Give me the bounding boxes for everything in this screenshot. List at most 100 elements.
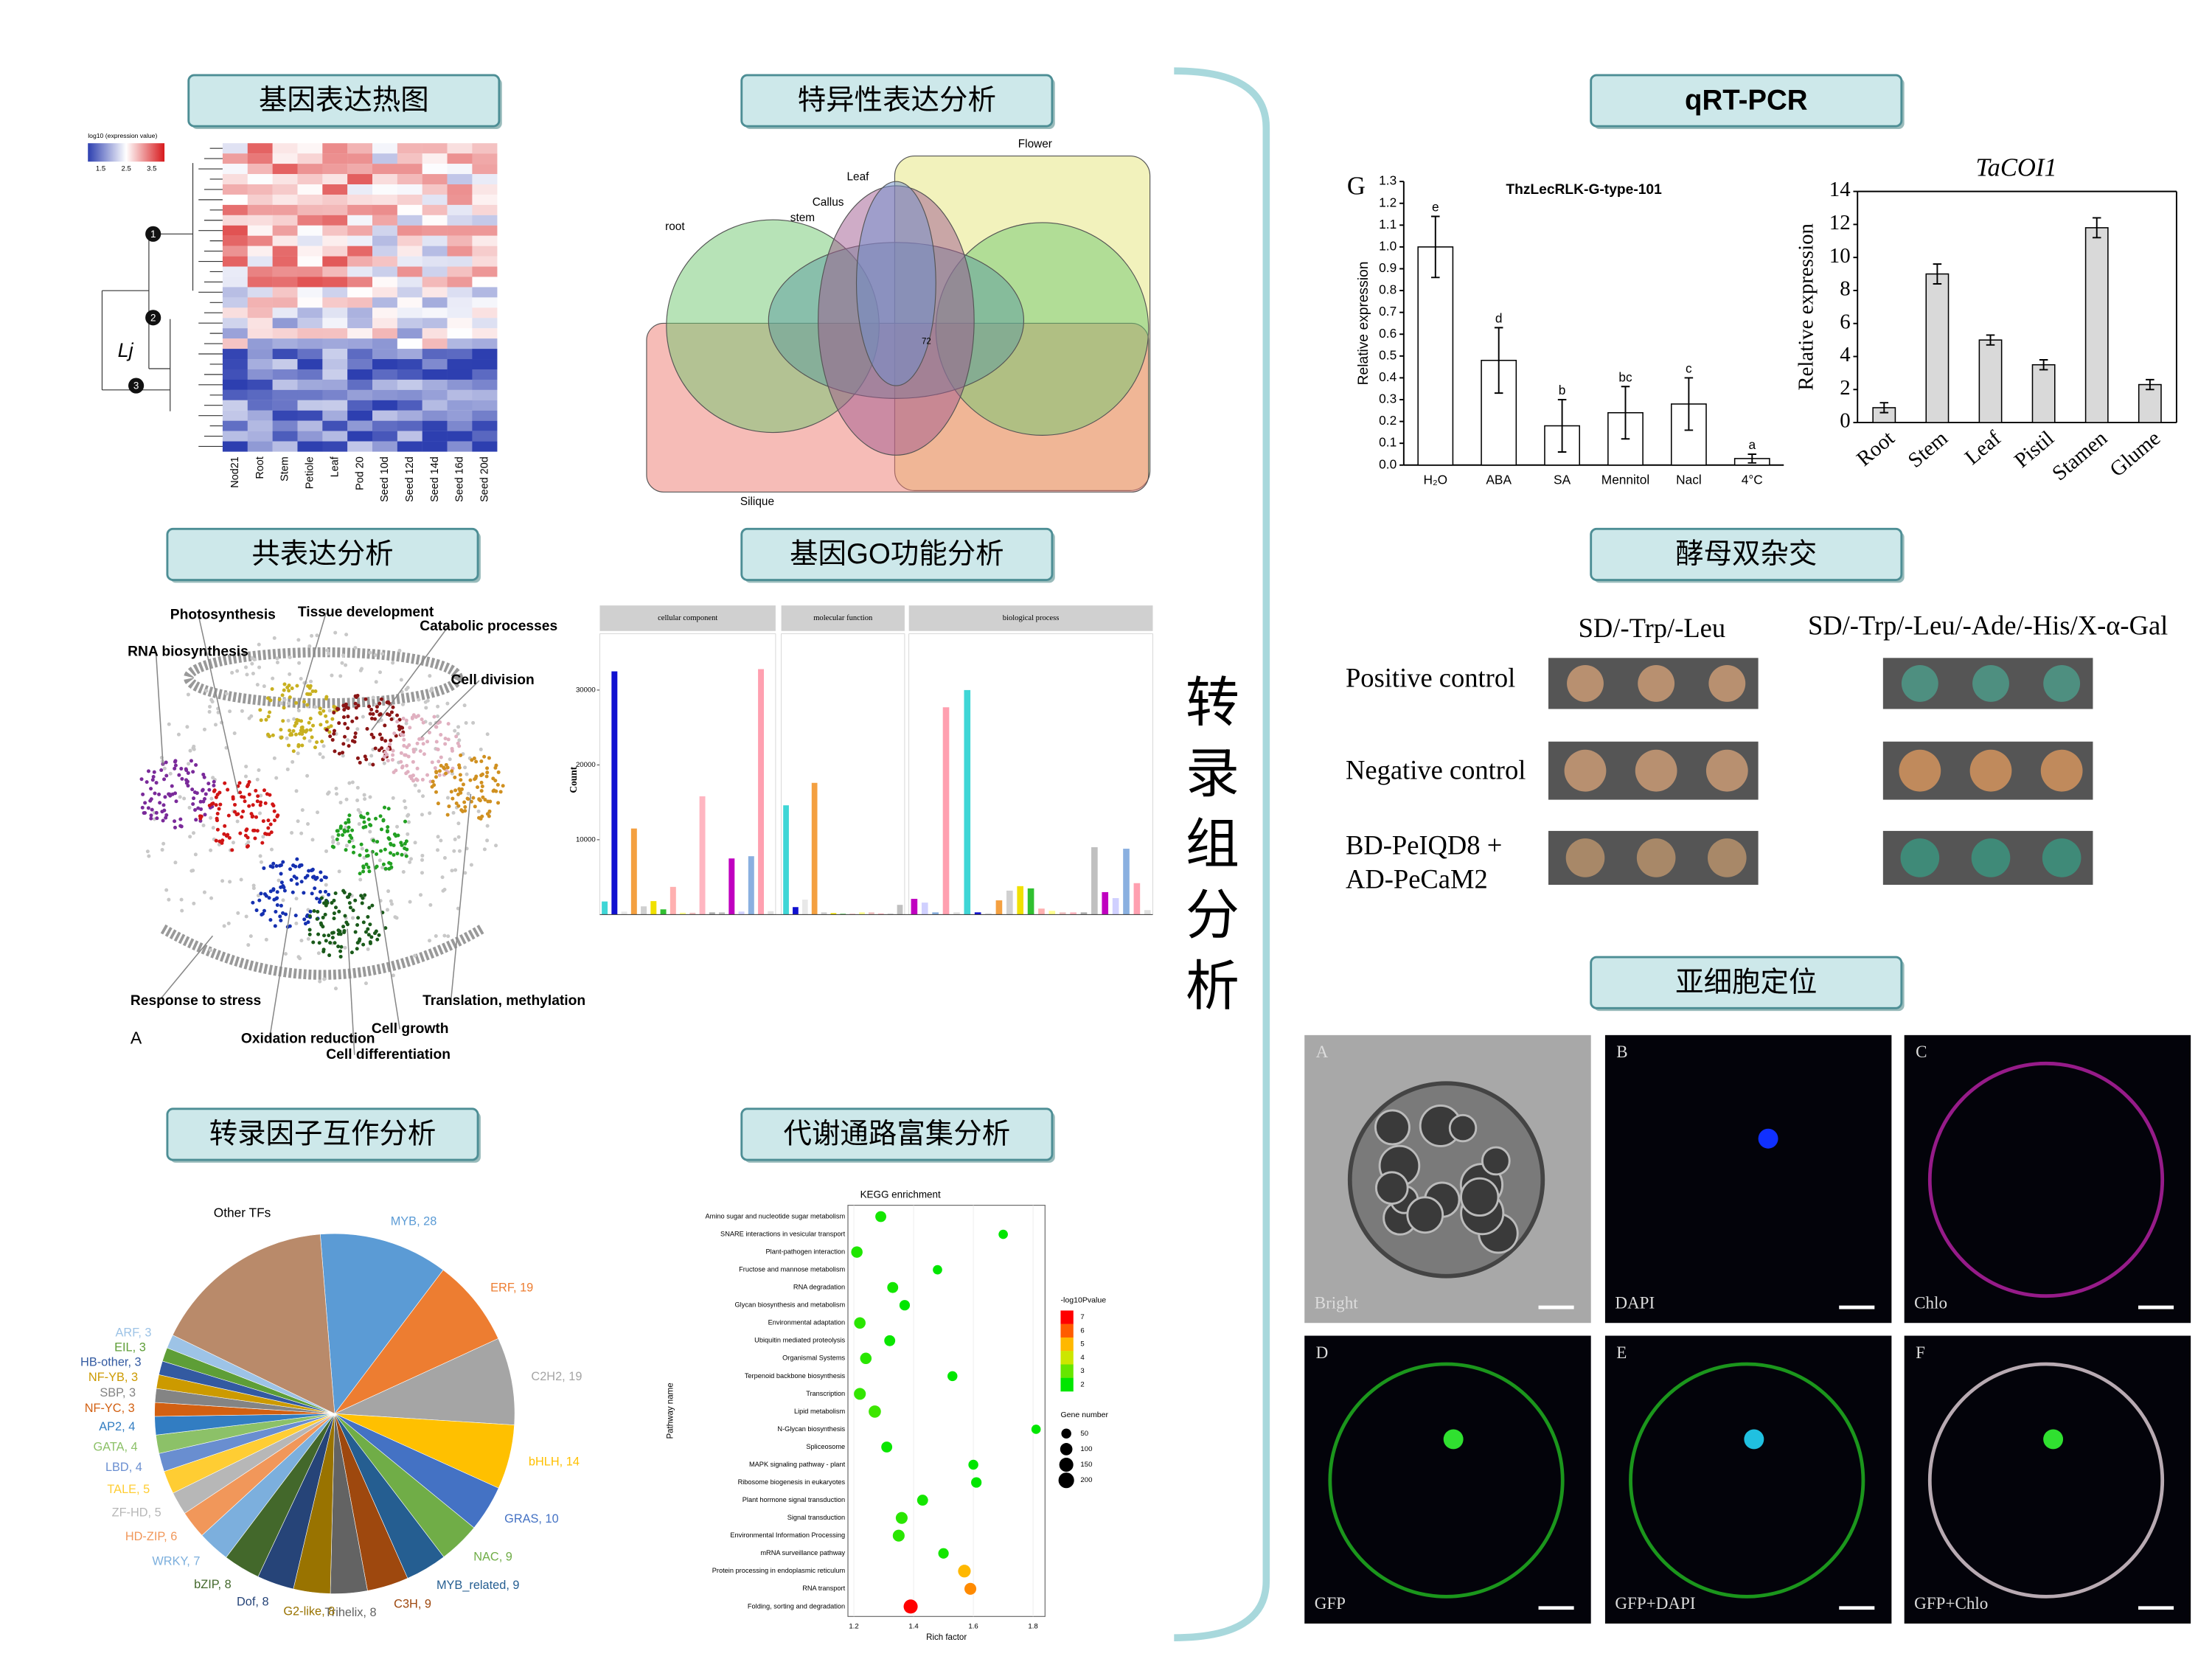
section-header-box xyxy=(1590,527,1903,581)
network-node xyxy=(494,844,498,848)
yeast-colony xyxy=(2043,665,2081,702)
yeast-colony xyxy=(1972,665,2009,702)
network-label: Tissue development xyxy=(298,605,434,620)
heatmap-cell xyxy=(447,431,473,442)
network-label: Cell differentiation xyxy=(326,1047,451,1062)
network-node xyxy=(338,824,343,829)
network-node xyxy=(277,698,282,702)
panel-letter: C xyxy=(1916,1042,1927,1061)
scatter-point xyxy=(968,1459,978,1470)
network-node xyxy=(355,727,360,731)
network-node xyxy=(487,809,492,813)
heatmap-cell xyxy=(247,318,273,329)
network-node xyxy=(378,858,382,863)
network-node xyxy=(278,914,282,919)
heatmap-cell xyxy=(422,389,448,400)
heatmap-cell xyxy=(247,174,273,185)
heatmap-cell xyxy=(397,287,422,298)
x-tick-label: 1.2 xyxy=(849,1622,858,1630)
network-node xyxy=(190,787,195,792)
heatmap-cell xyxy=(247,276,273,288)
y-axis-label: Relative expression xyxy=(1356,262,1371,386)
bar xyxy=(1027,888,1034,915)
network-node xyxy=(347,892,352,897)
heatmap-cell xyxy=(422,307,448,319)
network-node xyxy=(461,782,465,787)
heatmap-cell xyxy=(222,276,248,288)
network-node xyxy=(358,810,363,815)
network-node xyxy=(434,740,439,744)
network-node xyxy=(473,804,477,809)
pie-slice xyxy=(320,1233,444,1415)
y-tick-label: Fructose and mannose metabolism xyxy=(739,1266,845,1273)
section-header-box xyxy=(740,527,1054,581)
heatmap-cell xyxy=(322,184,348,195)
network-node xyxy=(395,824,400,829)
heatmap-cell xyxy=(222,297,248,308)
network-node xyxy=(194,762,198,767)
network-node xyxy=(251,672,255,676)
network-node xyxy=(313,877,318,881)
network-node xyxy=(263,801,268,805)
network-node xyxy=(228,880,232,884)
yeast-colony xyxy=(1638,665,1675,702)
error-bar xyxy=(1431,215,1440,279)
network-node xyxy=(254,788,258,793)
network-node xyxy=(288,733,293,737)
heatmap-cell xyxy=(447,318,473,329)
network-node xyxy=(248,934,253,939)
column-label: Seed 10d xyxy=(379,456,391,502)
network-node xyxy=(444,762,448,767)
error-bar xyxy=(1879,402,1889,414)
network-node xyxy=(361,714,365,719)
network-node xyxy=(446,722,451,726)
network-node xyxy=(385,700,389,705)
network-node xyxy=(236,812,240,816)
heatmap-cell xyxy=(322,420,348,431)
heatmap-cell xyxy=(347,194,373,205)
legend-label: 100 xyxy=(1080,1445,1092,1453)
y-tick-label: RNA transport xyxy=(802,1585,845,1592)
network-node xyxy=(341,925,346,929)
heatmap-cell xyxy=(347,379,373,390)
network-node xyxy=(267,896,271,900)
heatmap-cell xyxy=(422,420,448,431)
network-node xyxy=(343,734,347,739)
network-node xyxy=(459,778,463,782)
network-node xyxy=(149,787,153,791)
network-node xyxy=(316,910,320,914)
network-node xyxy=(280,693,285,698)
cell-outline xyxy=(1927,1362,2165,1599)
network-node xyxy=(496,770,501,774)
heatmap-cell xyxy=(372,379,398,390)
heatmap-cell xyxy=(272,256,298,267)
heatmap-cell xyxy=(222,328,248,339)
y-tick-label: 6 xyxy=(1840,310,1850,333)
network-node xyxy=(456,804,461,808)
bar xyxy=(1144,910,1151,915)
row-label: BD-PeIQD8 + xyxy=(1346,830,1502,860)
section-header: 基因GO功能分析 xyxy=(790,538,1004,570)
network-node xyxy=(223,781,227,785)
network-node xyxy=(307,720,311,725)
network-node xyxy=(361,869,366,874)
network-node xyxy=(209,896,214,900)
heatmap-cell xyxy=(472,328,498,339)
network-node xyxy=(240,709,244,713)
network-node xyxy=(149,813,153,818)
network-node xyxy=(168,771,173,776)
network-node xyxy=(228,709,232,714)
network-node xyxy=(139,777,144,782)
heatmap-cell xyxy=(372,225,398,236)
network-node xyxy=(272,636,276,640)
network-node xyxy=(443,742,448,746)
y-tick-label: Ubiquitin mediated proteolysis xyxy=(754,1337,845,1344)
legend-size xyxy=(1060,1443,1073,1455)
heatmap-cell xyxy=(372,184,398,195)
network-node xyxy=(416,714,420,718)
heatmap-cell xyxy=(247,410,273,421)
network-node xyxy=(264,937,268,942)
network-node xyxy=(479,747,483,751)
heatmap-cell xyxy=(372,338,398,349)
network-node xyxy=(338,954,343,959)
